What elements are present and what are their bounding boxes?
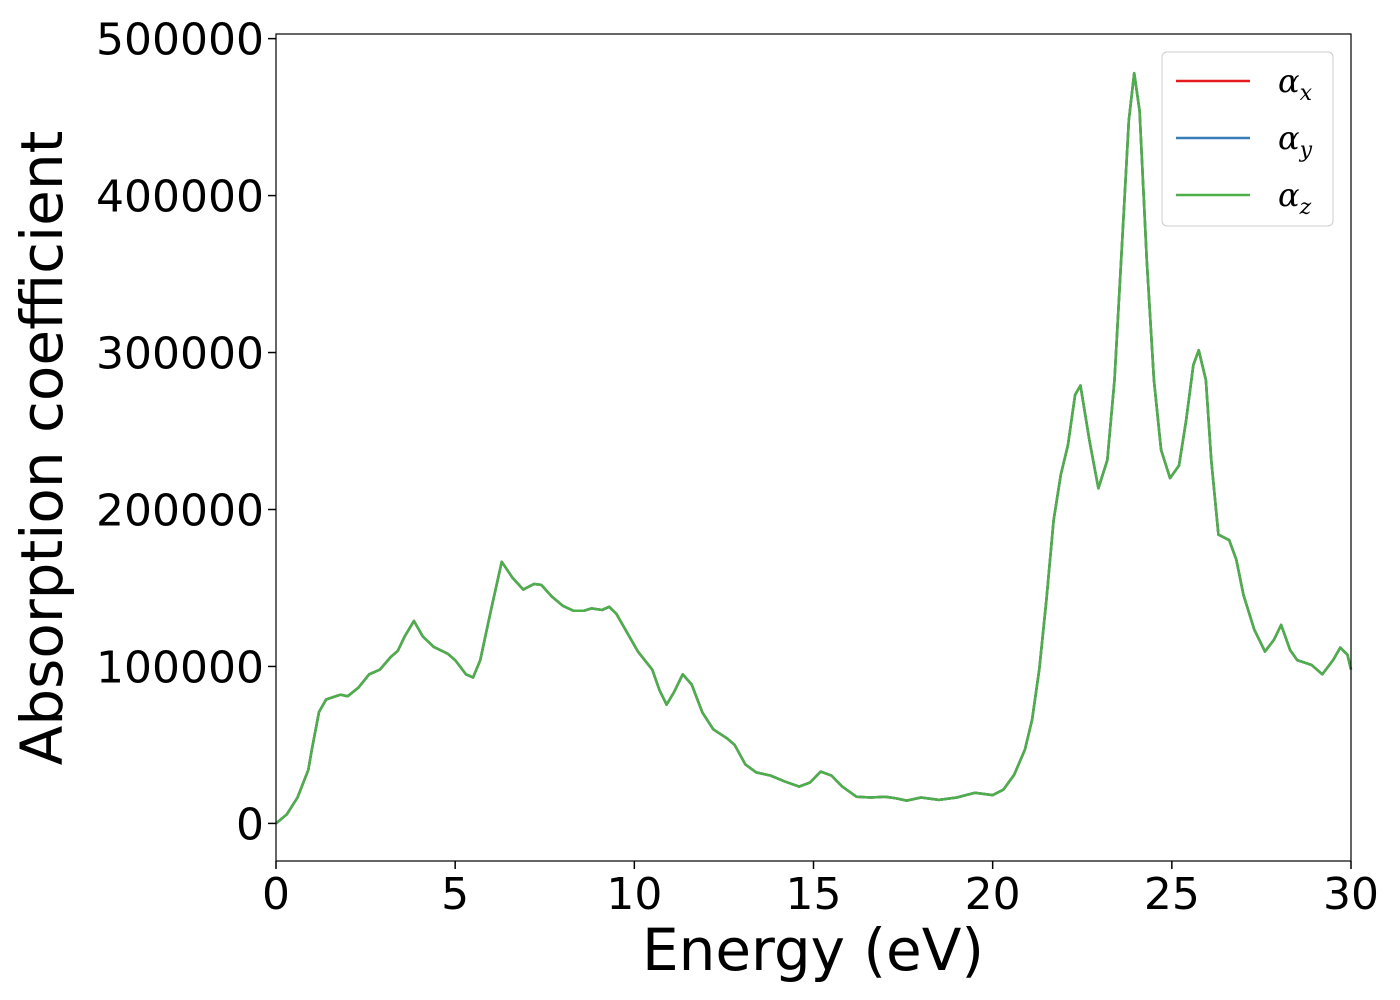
x-tick-label: 5 (441, 869, 469, 920)
y-tick-label: 0 (236, 799, 264, 850)
legend-label: αx (1278, 62, 1313, 106)
y-tick-label: 500000 (96, 15, 264, 66)
y-tick-label: 200000 (96, 485, 264, 536)
y-tick-label: 100000 (96, 642, 264, 693)
x-axis-label: Energy (eV) (642, 916, 984, 984)
plot-frame (275, 33, 1352, 862)
y-tick-label: 300000 (96, 329, 264, 380)
x-tick-label: 20 (965, 869, 1021, 920)
x-tick-label: 0 (262, 869, 290, 920)
legend-label: αz (1278, 176, 1312, 220)
data-line (275, 71, 1353, 825)
x-tick-label: 10 (606, 869, 662, 920)
legend-label: αy (1278, 119, 1313, 163)
x-tick-label: 30 (1323, 869, 1379, 920)
y-tick-label: 400000 (96, 172, 264, 223)
x-tick-label: 15 (786, 869, 842, 920)
y-axis-label: Absorption coefficient (8, 131, 76, 766)
x-tick-label: 25 (1144, 869, 1200, 920)
